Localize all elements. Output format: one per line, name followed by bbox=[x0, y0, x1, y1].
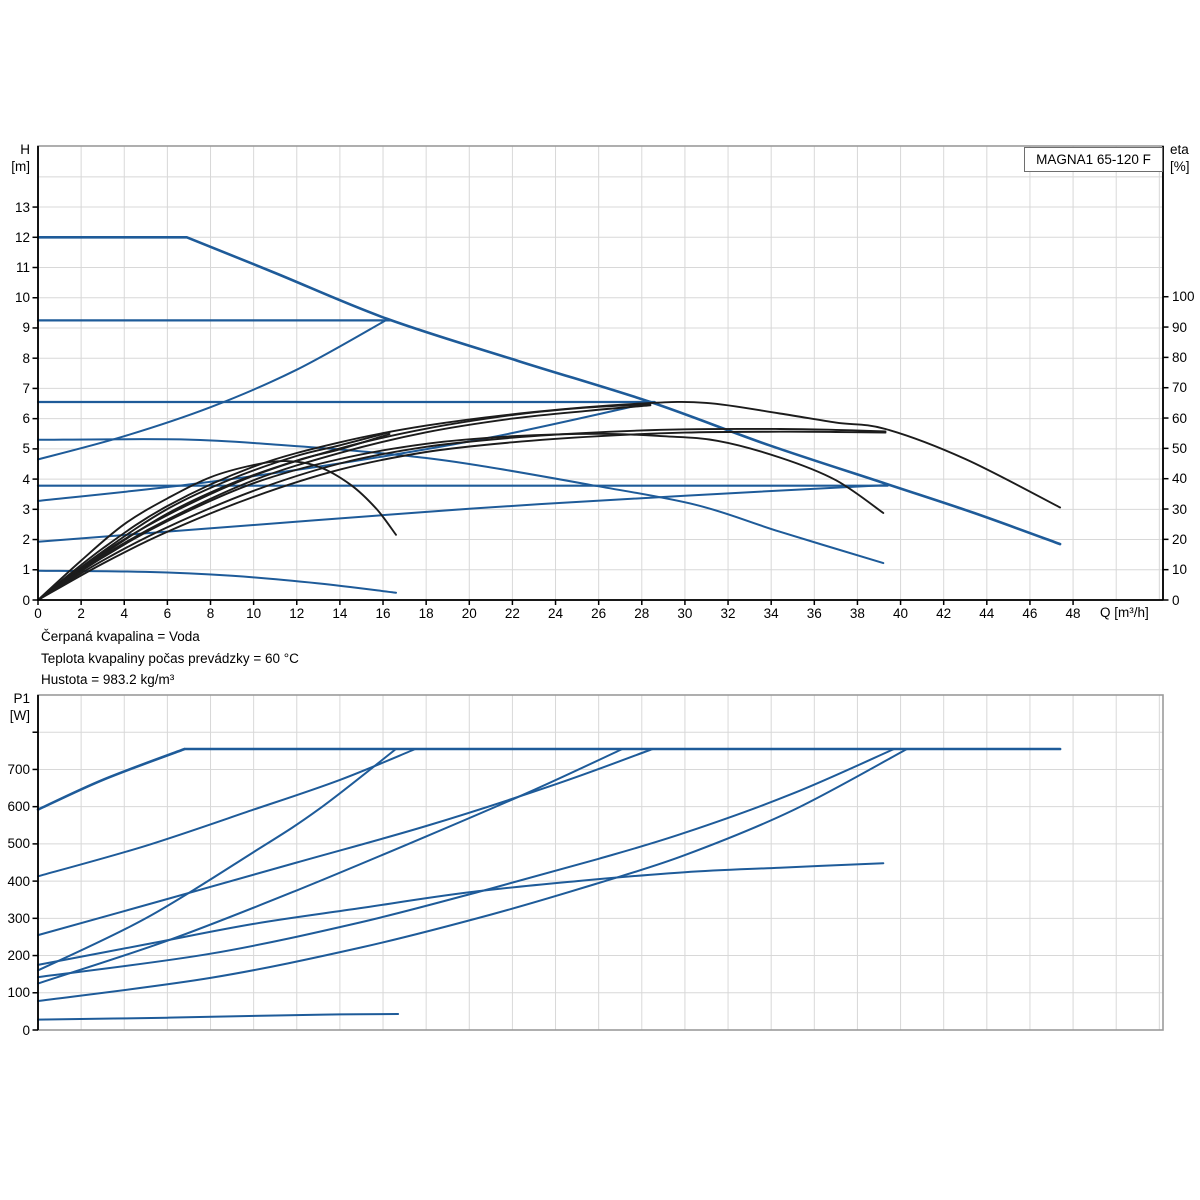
eta-prop-pressure-3.78-curve bbox=[37, 430, 887, 601]
power-prop-pressure-6.55-curve bbox=[37, 748, 624, 985]
x-axis-tick-label: 36 bbox=[806, 606, 822, 621]
power-axis-unit: P1 [W] bbox=[9, 691, 30, 723]
y-axis-tick-label: 12 bbox=[14, 229, 30, 245]
y-axis-tick-label: 6 bbox=[22, 411, 30, 427]
speed-i-head-curve bbox=[37, 569, 397, 594]
eta-prop-pressure-6.55-curve bbox=[37, 404, 652, 601]
y-axis-tick-label: 0 bbox=[22, 1022, 30, 1038]
x-axis-tick-label: 38 bbox=[849, 606, 865, 621]
x-axis-tick-label: 8 bbox=[206, 606, 215, 621]
density-line: Hustota = 983.2 kg/m³ bbox=[41, 672, 175, 687]
x-axis-tick-label: 18 bbox=[418, 606, 434, 621]
x-axis-tick-label: 48 bbox=[1065, 606, 1081, 621]
y-axis-tick-label: 10 bbox=[14, 290, 30, 306]
x-axis-tick-label: 44 bbox=[979, 606, 995, 621]
x-axis-tick-label: 22 bbox=[504, 606, 520, 621]
speed-ii-head-curve bbox=[37, 438, 885, 565]
x-axis-tick-label: 26 bbox=[591, 606, 607, 621]
y-axis-tick-label: 9 bbox=[22, 320, 30, 336]
x-axis-tick-label: 32 bbox=[720, 606, 736, 621]
y-axis-tick-label: 4 bbox=[22, 471, 30, 487]
x-axis-tick-label: 30 bbox=[677, 606, 693, 621]
y-axis-tick-label: 3 bbox=[22, 501, 30, 517]
eta-axis-tick-label: 30 bbox=[1172, 501, 1188, 517]
eta-axis-tick-label: 60 bbox=[1172, 410, 1188, 426]
eta-axis-tick-label: 70 bbox=[1172, 380, 1188, 396]
power-max-curve bbox=[36, 747, 1062, 811]
flow-axis-unit: Q [m³/h] bbox=[1100, 605, 1149, 620]
x-axis-tick-label: 28 bbox=[634, 606, 650, 621]
x-axis-tick-label: 10 bbox=[246, 606, 262, 621]
x-axis-tick-label: 24 bbox=[548, 606, 564, 621]
eta-axis-tick-label: 20 bbox=[1172, 531, 1188, 547]
power-speed-ii-curve bbox=[37, 862, 885, 966]
pump-model-badge: MAGNA1 65-120 F bbox=[1024, 147, 1163, 172]
y-axis-tick-label: 400 bbox=[7, 873, 30, 889]
y-axis-tick-label: 200 bbox=[7, 948, 30, 964]
x-axis-tick-label: 40 bbox=[893, 606, 909, 621]
power-const-pressure-9.25-curve bbox=[37, 748, 417, 878]
y-axis-tick-label: 2 bbox=[22, 532, 30, 548]
x-axis-tick-label: 46 bbox=[1022, 606, 1038, 621]
eta-axis-tick-label: 40 bbox=[1172, 471, 1188, 487]
eta-axis-tick-label: 80 bbox=[1172, 349, 1188, 365]
prop-pressure-9.3m-curve bbox=[37, 318, 389, 461]
y-axis-tick-label: 5 bbox=[22, 441, 30, 457]
x-axis-tick-label: 0 bbox=[34, 606, 42, 621]
plot-frame bbox=[37, 694, 1164, 1031]
x-axis-tick-label: 4 bbox=[120, 606, 128, 621]
eta-const-pressure-6.55-curve bbox=[37, 403, 652, 601]
temperature-line: Teplota kvapaliny počas prevádzky = 60 °… bbox=[41, 650, 299, 666]
head-efficiency-chart bbox=[32, 145, 1169, 605]
y-axis-tick-label: 7 bbox=[22, 380, 30, 396]
prop-pressure-3.78m-curve bbox=[37, 484, 887, 543]
eta-speed-i-curve bbox=[37, 460, 397, 601]
y-axis-tick-label: 11 bbox=[15, 260, 30, 275]
power-speed-i-curve bbox=[37, 1013, 400, 1021]
x-axis-tick-label: 42 bbox=[936, 606, 952, 621]
y-axis-tick-label: 500 bbox=[7, 836, 30, 852]
y-axis-tick-label: 13 bbox=[14, 199, 30, 215]
y-axis-tick-label: 8 bbox=[22, 350, 30, 366]
eta-axis-tick-label: 100 bbox=[1172, 289, 1195, 305]
head-axis-unit: H [m] bbox=[11, 142, 30, 174]
power-const-pressure-3.78-curve bbox=[37, 748, 896, 979]
plot-frame bbox=[37, 145, 1164, 601]
x-axis-tick-label: 2 bbox=[77, 606, 85, 621]
power-const-pressure-6.55-curve bbox=[37, 748, 654, 937]
eta-axis-tick-label: 90 bbox=[1172, 319, 1188, 335]
x-axis-tick-label: 20 bbox=[461, 606, 477, 621]
eta-axis-tick-label: 50 bbox=[1172, 440, 1188, 456]
power-prop-pressure-9.3-curve bbox=[37, 748, 397, 972]
y-axis-tick-label: 600 bbox=[7, 799, 30, 815]
x-axis-tick-label: 34 bbox=[763, 606, 779, 621]
eta-const-pressure-3.78-curve bbox=[37, 427, 887, 601]
y-axis-tick-label: 0 bbox=[22, 592, 30, 608]
y-axis-tick-label: 700 bbox=[7, 761, 30, 777]
eta-const-pressure-9.25-curve bbox=[37, 431, 391, 601]
x-axis-tick-label: 14 bbox=[332, 606, 348, 621]
x-axis-tick-label: 16 bbox=[375, 606, 391, 621]
y-axis-tick-label: 100 bbox=[7, 985, 30, 1001]
eta-speed-ii-curve bbox=[37, 432, 885, 601]
y-axis-tick-label: 1 bbox=[22, 562, 30, 578]
power-prop-pressure-3.78-curve bbox=[37, 748, 908, 1002]
x-axis-tick-label: 6 bbox=[163, 606, 172, 621]
power-chart bbox=[32, 694, 1164, 1031]
y-axis-tick-label: 300 bbox=[7, 910, 30, 926]
max-speed-head-curve bbox=[36, 236, 1062, 546]
eta-axis-tick-label: 0 bbox=[1172, 592, 1180, 608]
fluid-conditions-note: Čerpaná kvapalina = Voda Teplota kvapali… bbox=[41, 626, 299, 691]
eta-axis-unit: eta [%] bbox=[1170, 142, 1190, 174]
fluid-line: Čerpaná kvapalina = Voda bbox=[41, 629, 200, 644]
x-axis-tick-label: 12 bbox=[289, 606, 305, 621]
eta-axis-tick-label: 10 bbox=[1172, 562, 1188, 578]
